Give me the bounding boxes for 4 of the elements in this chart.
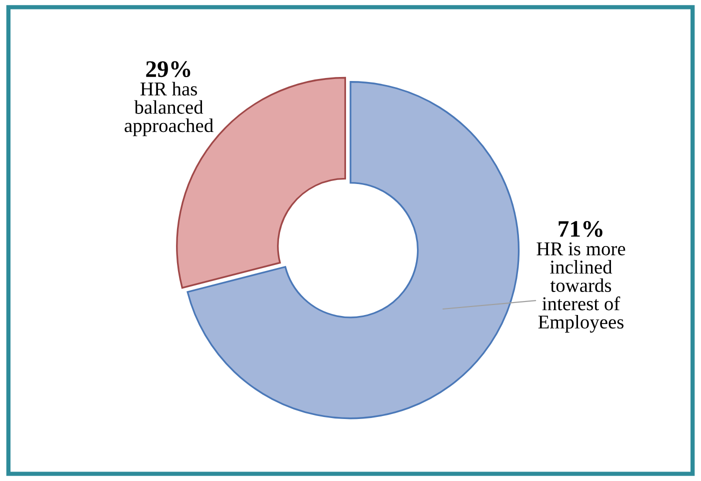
data-label: 71% (558, 220, 602, 237)
slice-label: HR has balanced approached (124, 82, 214, 136)
slice-label: HR is more inclined towards interest of Employees (536, 242, 626, 333)
data-label: 29% (146, 61, 190, 78)
